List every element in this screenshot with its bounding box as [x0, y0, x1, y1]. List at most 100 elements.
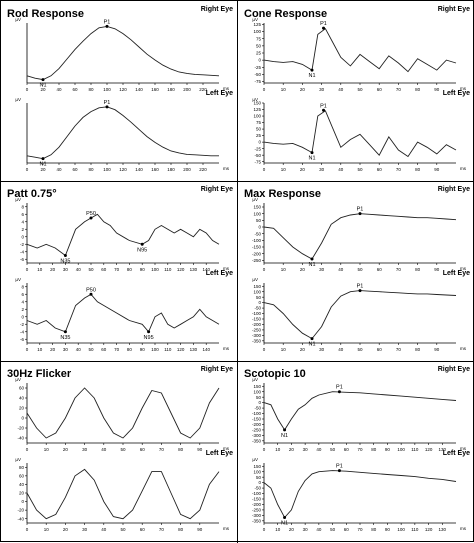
- eye-label: Left Eye: [443, 90, 470, 97]
- x-tick-label: 30: [63, 267, 69, 272]
- marker-label: P1: [320, 21, 327, 27]
- y-tick-label: 150: [253, 284, 261, 289]
- y-tick-label: -75: [254, 79, 261, 84]
- y-tick-label: 100: [253, 114, 261, 119]
- x-tick-label: 140: [202, 347, 210, 352]
- y-tick-label: 2: [21, 307, 24, 312]
- y-tick-label: 50: [256, 395, 262, 400]
- x-tick-label: 20: [63, 447, 69, 452]
- horizontal-divider-2: [1, 361, 474, 362]
- marker-label: N35: [60, 259, 70, 265]
- x-tick-label: 90: [140, 347, 146, 352]
- x-tick-label: 20: [300, 267, 306, 272]
- y-tick-label: 60: [19, 386, 25, 391]
- y-tick-label: -200: [252, 502, 262, 507]
- marker-label: P1: [357, 207, 364, 213]
- y-tick-label: 0: [258, 400, 261, 405]
- x-tick-label: 70: [396, 167, 402, 172]
- x-tick-label: 160: [151, 87, 159, 92]
- y-unit: µV: [15, 97, 21, 102]
- y-tick-label: -100: [252, 238, 262, 243]
- x-tick-label: 0: [26, 347, 29, 352]
- x-tick-label: 40: [76, 347, 82, 352]
- y-tick-label: 60: [19, 473, 25, 478]
- x-tick-label: 100: [151, 347, 159, 352]
- y-tick-label: 150: [253, 464, 261, 469]
- x-tick-label: 80: [415, 347, 421, 352]
- x-tick-label: 180: [167, 167, 175, 172]
- marker-point: [322, 108, 326, 112]
- x-tick-label: 130: [190, 267, 198, 272]
- x-tick-label: 60: [140, 447, 146, 452]
- y-tick-label: -150: [252, 417, 262, 422]
- x-unit: ms: [223, 86, 230, 91]
- y-tick-label: 8: [21, 204, 24, 209]
- waveform-line: [263, 213, 457, 260]
- y-tick-label: 50: [256, 127, 262, 132]
- x-tick-label: 90: [434, 167, 440, 172]
- waveform-line: [26, 387, 220, 439]
- panel-title: Rod Response: [7, 8, 84, 20]
- marker-point: [283, 428, 287, 432]
- waveform-line: [263, 110, 457, 158]
- y-tick-label: -50: [254, 486, 261, 491]
- x-tick-label: 60: [101, 267, 107, 272]
- x-tick-label: 120: [425, 527, 433, 532]
- y-unit: µV: [252, 97, 258, 102]
- x-tick-label: 60: [344, 447, 350, 452]
- marker-point: [89, 216, 93, 220]
- eye-label: Right Eye: [201, 6, 233, 13]
- x-tick-label: 70: [357, 447, 363, 452]
- y-tick-label: -200: [252, 251, 262, 256]
- x-tick-label: 90: [434, 267, 440, 272]
- marker-label: N1: [308, 262, 315, 268]
- x-tick-label: 30: [319, 347, 325, 352]
- y-tick-label: -50: [254, 153, 261, 158]
- eye-label: Left Eye: [443, 270, 470, 277]
- eye-label: Right Eye: [438, 6, 470, 13]
- marker-point: [310, 257, 314, 261]
- x-tick-label: 20: [40, 87, 46, 92]
- x-tick-label: 30: [303, 447, 309, 452]
- y-tick-label: 0: [258, 480, 261, 485]
- y-tick-label: -350: [252, 438, 262, 443]
- marker-label: N1: [39, 162, 46, 168]
- y-tick-label: -2: [20, 322, 24, 327]
- x-tick-label: 200: [183, 167, 191, 172]
- x-tick-label: 10: [44, 527, 50, 532]
- y-tick-label: -150: [252, 317, 262, 322]
- waveform-line: [263, 28, 457, 73]
- y-tick-label: -200: [252, 422, 262, 427]
- y-unit: µV: [252, 197, 258, 202]
- y-tick-label: 150: [253, 205, 261, 210]
- x-tick-label: 90: [197, 447, 203, 452]
- x-tick-label: 60: [377, 167, 383, 172]
- x-tick-label: 140: [202, 267, 210, 272]
- y-tick-label: 75: [256, 120, 262, 125]
- y-tick-label: -250: [252, 328, 262, 333]
- y-tick-label: 0: [21, 314, 24, 319]
- x-tick-label: 10: [281, 267, 287, 272]
- x-tick-label: 50: [120, 527, 126, 532]
- y-tick-label: 2: [21, 227, 24, 232]
- x-tick-label: 30: [319, 87, 325, 92]
- x-tick-label: 60: [344, 527, 350, 532]
- marker-point: [322, 26, 326, 30]
- x-tick-label: 200: [183, 87, 191, 92]
- marker-label: N35: [60, 335, 70, 341]
- x-tick-label: 50: [88, 267, 94, 272]
- x-tick-label: 0: [263, 87, 266, 92]
- x-tick-label: 70: [114, 347, 120, 352]
- panel-pattern-erg: Patt 0.75° Right Eye µV ms 0 10 20 30 40 50 60 70 80…: [1, 181, 238, 361]
- y-tick-label: -40: [17, 516, 24, 521]
- x-tick-label: 40: [101, 527, 107, 532]
- x-tick-label: 70: [396, 87, 402, 92]
- y-tick-label: 150: [253, 101, 261, 106]
- marker-label: P1: [104, 19, 111, 25]
- x-tick-label: 80: [415, 267, 421, 272]
- y-tick-label: -50: [254, 406, 261, 411]
- x-tick-label: 30: [63, 347, 69, 352]
- x-tick-label: 60: [377, 347, 383, 352]
